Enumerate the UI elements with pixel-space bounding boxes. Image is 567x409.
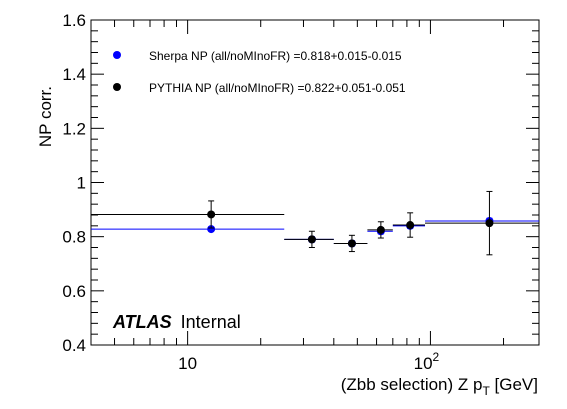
legend: Sherpa NP (all/noMInoFR) =0.818+0.015-0.…: [113, 49, 406, 95]
atlas-label: ATLAS Internal: [112, 312, 241, 332]
x-axis: 10 102: [90, 20, 505, 373]
plot-frame: [90, 19, 540, 346]
data-point: [347, 239, 356, 248]
y-tick-label: 0.8: [62, 228, 86, 247]
x-tick-label: 102: [414, 350, 440, 373]
data-point: [207, 225, 216, 234]
y-tick-label: 1.4: [62, 65, 86, 84]
data-point: [406, 221, 415, 230]
y-axis-label: NP corr.: [36, 86, 55, 147]
legend-entry: Sherpa NP (all/noMInoFR) =0.818+0.015-0.…: [149, 49, 402, 63]
y-tick-label: 1.2: [62, 119, 86, 138]
y-tick-label: 0.4: [62, 336, 86, 355]
data-point: [207, 210, 216, 219]
y-tick-label: 0.6: [62, 282, 86, 301]
data-series: [91, 190, 539, 256]
x-tick-label: 10: [178, 354, 197, 373]
y-axis: 0.4 0.6 0.8 1 1.2 1.4 1.6: [62, 11, 539, 355]
y-tick-label: 1.6: [62, 11, 86, 30]
legend-entry: PYTHIA NP (all/noMInoFR) =0.822+0.051-0.…: [149, 81, 406, 95]
legend-marker: [113, 83, 121, 91]
x-axis-label: (Zbb selection) Z pT [GeV]: [341, 375, 538, 398]
series-0: [91, 216, 539, 248]
data-point: [376, 225, 385, 234]
series-1: [91, 190, 539, 256]
y-tick-label: 1: [77, 174, 86, 193]
legend-marker: [113, 51, 121, 59]
data-point: [307, 235, 316, 244]
data-point: [485, 219, 494, 228]
